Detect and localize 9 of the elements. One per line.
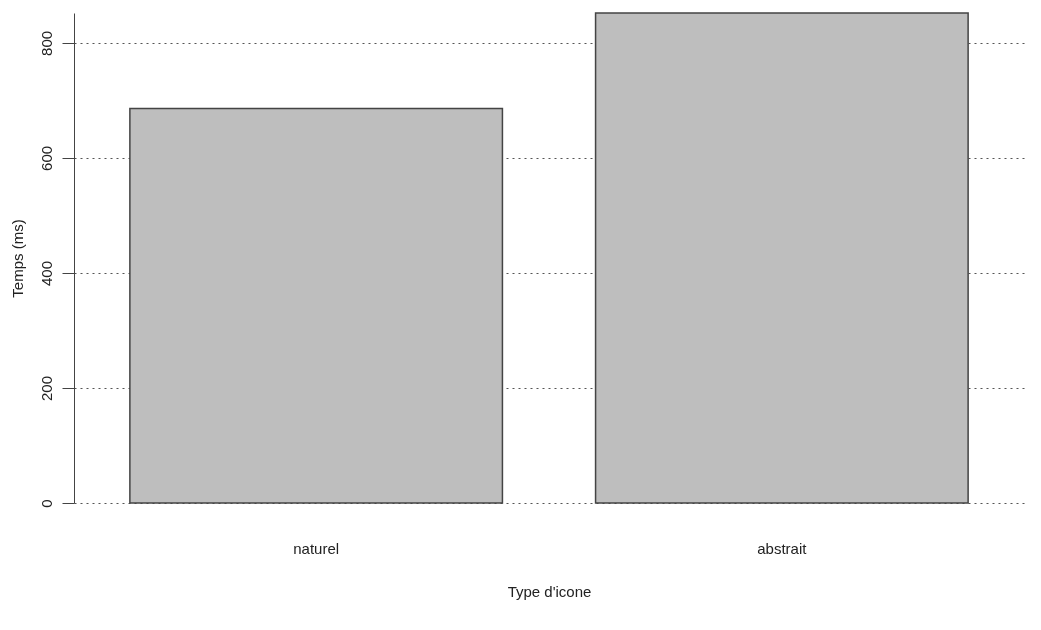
x-tick-label: naturel bbox=[293, 539, 340, 557]
y-axis-title: Temps (ms) bbox=[8, 219, 26, 298]
y-tick-label: 200 bbox=[37, 375, 55, 401]
x-axis-title: Type d'icone bbox=[507, 582, 592, 600]
y-tick-label: 0 bbox=[37, 499, 55, 508]
y-tick-label: 400 bbox=[37, 260, 55, 286]
x-tick-label: abstrait bbox=[757, 539, 808, 557]
y-tick-label: 800 bbox=[37, 30, 55, 56]
y-tick-label: 600 bbox=[37, 145, 55, 171]
